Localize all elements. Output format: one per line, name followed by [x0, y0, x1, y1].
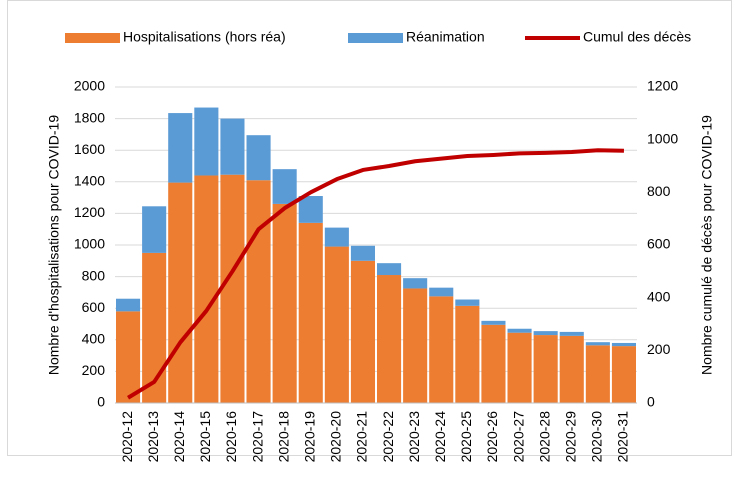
- y-tick-label: 1200: [74, 204, 105, 220]
- x-tick-label: 2020-28: [536, 411, 552, 463]
- y-tick-label: 800: [82, 267, 106, 283]
- y2-axis-title: Nombre cumulé de décès pour COVID-19: [699, 115, 715, 375]
- y-tick-label: 0: [97, 394, 105, 410]
- bar: [350, 245, 375, 261]
- legend-label: Réanimation: [406, 29, 485, 45]
- x-tick-label: 2020-16: [223, 411, 239, 463]
- chart-border: [7, 0, 732, 456]
- y-tick-label: 1800: [74, 109, 105, 125]
- bar: [585, 345, 610, 403]
- y-tick-label: 1600: [74, 141, 105, 157]
- bar: [116, 298, 141, 312]
- bar: [611, 346, 636, 403]
- x-tick-label: 2020-20: [328, 411, 344, 463]
- x-tick-label: 2020-30: [589, 411, 605, 463]
- bar: [455, 305, 480, 403]
- y2-tick-label: 200: [647, 341, 671, 357]
- x-tick-label: 2020-27: [510, 411, 526, 463]
- bar: [324, 227, 349, 247]
- bar: [142, 252, 167, 403]
- bar: [246, 180, 271, 403]
- bar: [611, 342, 636, 347]
- x-tick-label: 2020-29: [562, 411, 578, 463]
- bar: [168, 113, 193, 183]
- bar: [559, 331, 584, 336]
- x-tick-label: 2020-26: [484, 411, 500, 463]
- legend-swatch: [348, 33, 403, 43]
- y2-tick-label: 400: [647, 288, 671, 304]
- bar: [272, 203, 297, 403]
- x-tick-label: 2020-19: [301, 411, 317, 463]
- line: [127, 148, 624, 400]
- y2-tick-label: 800: [647, 183, 671, 199]
- x-tick-label: 2020-24: [432, 411, 448, 463]
- bar: [194, 175, 219, 403]
- y-axis-title: Nombre d'hospitalisations pour COVID-19: [46, 115, 62, 375]
- y2-tick-label: 600: [647, 236, 671, 252]
- bar: [116, 311, 141, 403]
- x-tick-label: 2020-18: [275, 411, 291, 463]
- legend-label: Cumul des décès: [583, 29, 691, 45]
- bar: [585, 342, 610, 346]
- bar: [324, 246, 349, 403]
- y-tick-label: 200: [82, 362, 106, 378]
- bar: [429, 296, 454, 403]
- bar: [220, 118, 245, 175]
- x-tick-label: 2020-15: [197, 411, 213, 463]
- x-tick-label: 2020-23: [406, 411, 422, 463]
- x-tick-label: 2020-14: [171, 411, 187, 463]
- x-tick-label: 2020-22: [380, 411, 396, 463]
- legend-label: Hospitalisations (hors réa): [123, 29, 286, 45]
- bar: [559, 335, 584, 403]
- bar: [403, 278, 428, 289]
- x-tick-label: 2020-25: [458, 411, 474, 463]
- bar: [507, 328, 532, 333]
- bar: [298, 196, 323, 223]
- bar: [220, 174, 245, 403]
- bar: [298, 222, 323, 403]
- bar: [377, 263, 402, 276]
- bar: [533, 335, 558, 403]
- legend-swatch: [65, 33, 120, 43]
- bar: [403, 288, 428, 403]
- y-tick-label: 600: [82, 299, 106, 315]
- bar: [194, 107, 219, 176]
- bar: [481, 324, 506, 403]
- x-tick-label: 2020-21: [354, 411, 370, 463]
- bar: [507, 332, 532, 403]
- y2-tick-label: 0: [647, 394, 655, 410]
- bar: [350, 260, 375, 403]
- bar: [533, 331, 558, 336]
- x-tick-label: 2020-31: [615, 411, 631, 463]
- x-tick-label: 2020-13: [145, 411, 161, 463]
- y2-tick-label: 1000: [647, 130, 678, 146]
- bar: [481, 320, 506, 325]
- x-tick-label: 2020-17: [249, 411, 265, 463]
- y-tick-label: 2000: [74, 78, 105, 94]
- y-tick-label: 1400: [74, 173, 105, 189]
- bar: [377, 275, 402, 403]
- bar: [455, 299, 480, 306]
- bar: [272, 169, 297, 204]
- bar: [168, 182, 193, 403]
- bar: [142, 206, 167, 253]
- x-tick-label: 2020-12: [119, 411, 135, 463]
- y2-tick-label: 1200: [647, 78, 678, 94]
- bar: [429, 287, 454, 297]
- y-tick-label: 400: [82, 331, 106, 347]
- y-tick-label: 1000: [74, 236, 105, 252]
- bar: [246, 135, 271, 181]
